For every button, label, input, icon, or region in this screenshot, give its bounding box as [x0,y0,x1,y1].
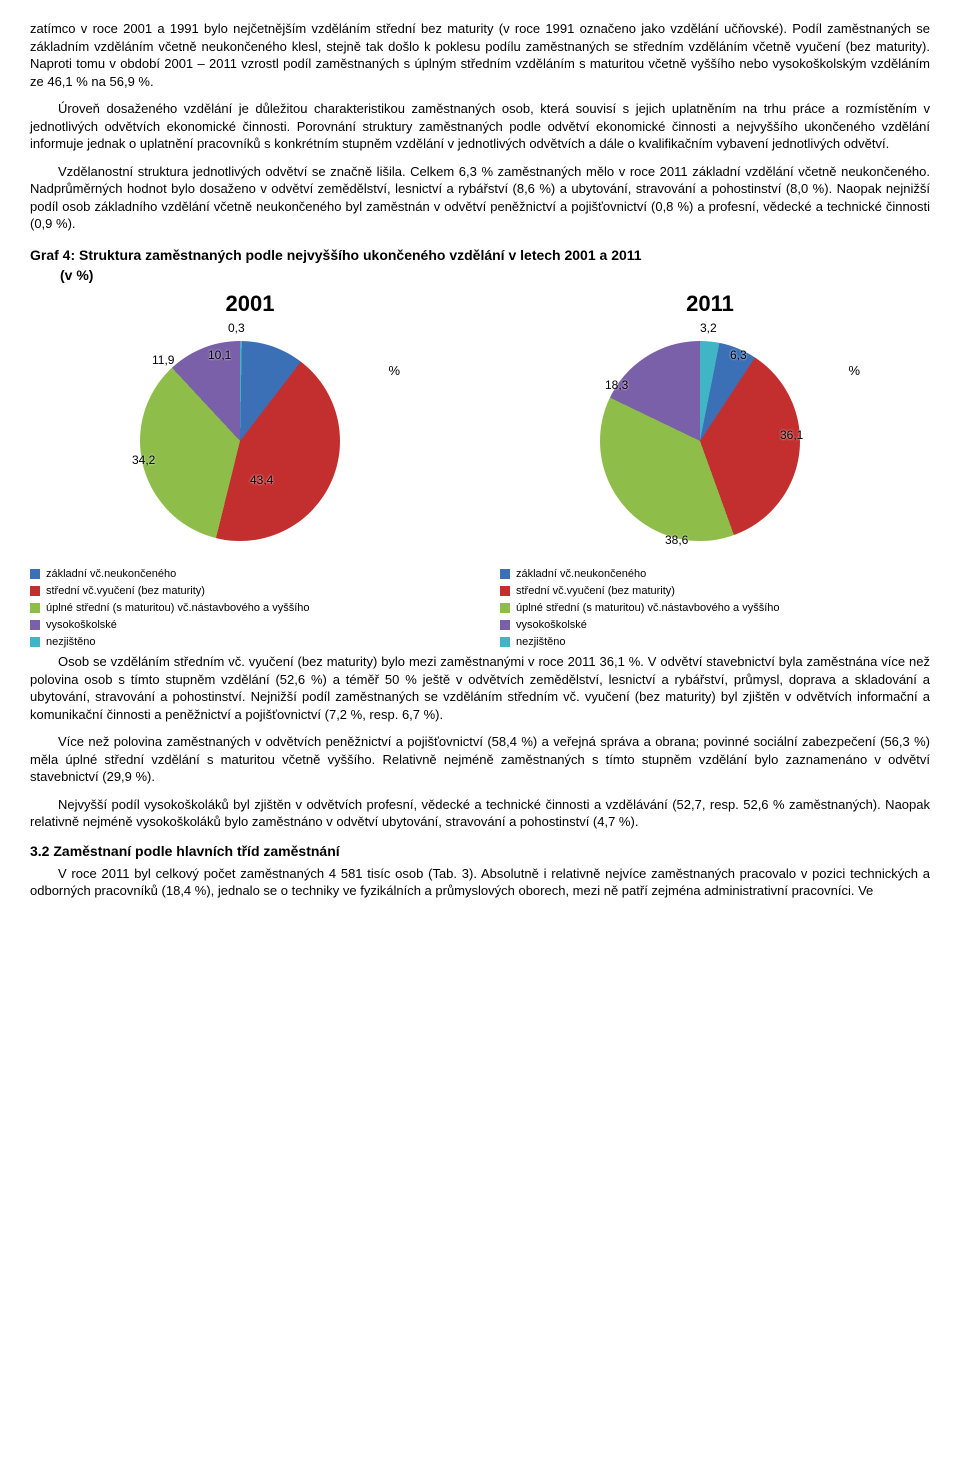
chart-subtitle: (v %) [60,267,930,283]
section-heading-3-2: 3.2 Zaměstnaní podle hlavních tříd zaměs… [30,843,930,859]
legend-label: střední vč.vyučení (bez maturity) [516,585,675,597]
year-label-2001: 2001 [226,291,275,317]
legend-label: nezjištěno [46,636,96,648]
year-label-2011: 2011 [686,291,734,317]
legend-swatch [500,603,510,613]
pie-2011 [600,341,800,541]
legend-item: základní vč.neukončeného [30,568,460,580]
slice-label: 38,6 [665,533,688,547]
legend-item: úplné střední (s maturitou) vč.nástavbov… [500,602,930,614]
legend-item: vysokoškolské [30,619,460,631]
legend-item: vysokoškolské [500,619,930,631]
para-1: zatímco v roce 2001 a 1991 bylo nejčetně… [30,20,930,90]
legend-swatch [500,586,510,596]
pie-2001 [140,341,340,541]
para-4: Osob se vzděláním středním vč. vyučení (… [30,653,930,723]
chart-title: Graf 4: Struktura zaměstnaných podle nej… [30,247,930,263]
para-2: Úroveň dosaženého vzdělání je důležitou … [30,100,930,153]
slice-label: 43,4 [250,473,273,487]
slice-label: 36,1 [780,428,803,442]
percent-sign-2011: % [848,363,860,378]
legend-swatch [30,620,40,630]
para-6: Nejvyšší podíl vysokoškoláků byl zjištěn… [30,796,930,831]
para-5: Více než polovina zaměstnaných v odvětví… [30,733,930,786]
legend-item: nezjištěno [500,636,930,648]
slice-label: 34,2 [132,453,155,467]
slice-label: 0,3 [228,321,245,335]
para-7: V roce 2011 byl celkový počet zaměstnaný… [30,865,930,900]
legend-label: úplné střední (s maturitou) vč.nástavbov… [46,602,310,614]
legend-swatch [30,569,40,579]
legend-row: základní vč.neukončeného střední vč.vyuče… [30,563,930,653]
legend-swatch [500,569,510,579]
legend-label: vysokoškolské [46,619,117,631]
pie-2001-wrap: % 0,310,143,434,211,9 [120,323,380,553]
legend-label: vysokoškolské [516,619,587,631]
slice-label: 6,3 [730,348,747,362]
para-3: Vzdělanostní struktura jednotlivých odvě… [30,163,930,233]
charts-row: 2001 % 0,3 10,1 43,4 34,2 11,9 2011 % 3,2 6,3… [30,291,930,553]
legend-swatch [30,603,40,613]
legend-item: základní vč.neukončeného [500,568,930,580]
legend-label: základní vč.neukončeného [516,568,646,580]
legend-col-2001: základní vč.neukončeného střední vč.vyuče… [30,563,460,653]
chart-2001: 2001 % 0,3 10,1 43,4 34,2 11,9 [30,291,470,553]
legend-item: úplné střední (s maturitou) vč.nástavbov… [30,602,460,614]
legend-label: úplné střední (s maturitou) vč.nástavbov… [516,602,780,614]
slice-label: 10,1 [208,348,231,362]
legend-swatch [30,586,40,596]
legend-item: střední vč.vyučení (bez maturity) [30,585,460,597]
pie-2011-wrap: % 3,26,336,138,618,3 [580,323,840,553]
slice-label: 18,3 [605,378,628,392]
legend-label: základní vč.neukončeného [46,568,176,580]
slice-label: 3,2 [700,321,717,335]
legend-label: střední vč.vyučení (bez maturity) [46,585,205,597]
legend-item: nezjištěno [30,636,460,648]
legend-label: nezjištěno [516,636,566,648]
legend-item: střední vč.vyučení (bez maturity) [500,585,930,597]
legend-swatch [30,637,40,647]
legend-swatch [500,637,510,647]
legend-col-2011: základní vč.neukončeného střední vč.vyuče… [500,563,930,653]
chart-2011: 2011 % 3,2 6,3 36,1 38,6 18,3 [490,291,930,553]
legend-swatch [500,620,510,630]
percent-sign-2001: % [388,363,400,378]
slice-label: 11,9 [152,353,174,367]
